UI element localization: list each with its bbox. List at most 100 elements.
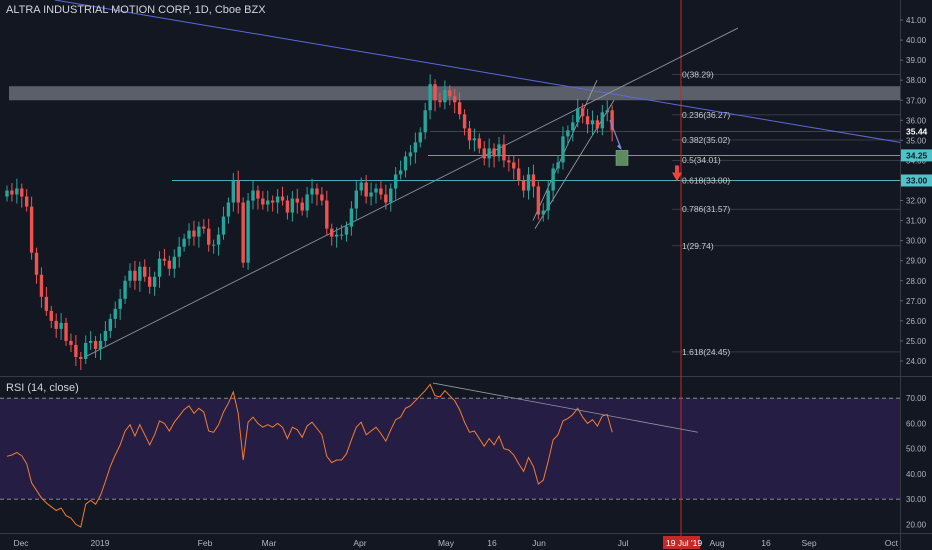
candle xyxy=(334,234,339,237)
candle xyxy=(241,202,245,263)
time-tick-label: Apr xyxy=(353,538,366,548)
candle xyxy=(354,190,359,209)
candle xyxy=(344,226,349,235)
candle xyxy=(541,210,545,215)
candle xyxy=(290,198,295,213)
candle xyxy=(49,310,53,321)
candle xyxy=(157,258,162,277)
time-tick-label: May xyxy=(438,538,455,548)
date-label-box xyxy=(663,536,700,549)
candle xyxy=(5,190,9,197)
rsi-label: RSI (14, close) xyxy=(6,382,79,394)
candle xyxy=(492,148,496,157)
candle xyxy=(398,170,403,175)
candle xyxy=(74,344,78,357)
candle xyxy=(502,144,506,161)
price-tick-label: 25.00 xyxy=(906,337,927,346)
candle xyxy=(448,90,452,97)
candle xyxy=(128,270,132,281)
time-tick-label: Oct xyxy=(885,538,899,548)
candle xyxy=(39,274,44,297)
candle xyxy=(266,200,270,205)
candle xyxy=(103,330,108,341)
price-label: 34.25 xyxy=(906,150,928,160)
candle xyxy=(113,308,117,319)
candle xyxy=(339,234,344,236)
candle xyxy=(546,190,550,211)
candle xyxy=(152,276,157,287)
candle xyxy=(384,194,388,203)
time-tick-label: Mar xyxy=(262,538,277,548)
candle xyxy=(443,90,447,103)
price-tick-label: 29.00 xyxy=(906,257,927,266)
candle xyxy=(418,132,422,143)
price-tick-label: 38.00 xyxy=(906,76,927,85)
candle xyxy=(305,194,309,211)
price-label-box xyxy=(901,149,932,162)
rsi-tick-label: 60.00 xyxy=(906,419,927,428)
candle xyxy=(413,142,418,153)
rsi-tick-label: 20.00 xyxy=(906,520,927,529)
candle xyxy=(24,196,29,207)
candle xyxy=(521,180,526,191)
candle xyxy=(79,356,83,359)
candle xyxy=(516,168,521,181)
candle xyxy=(571,122,575,131)
candle xyxy=(236,180,240,203)
time-tick-label: Jul xyxy=(618,538,629,548)
candle xyxy=(93,340,98,349)
candle xyxy=(453,96,457,103)
candle xyxy=(330,228,334,237)
price-tick-label: 37.00 xyxy=(906,96,927,105)
time-tick-label: Dec xyxy=(13,538,29,548)
candle xyxy=(177,246,181,257)
candle xyxy=(457,102,462,115)
candle xyxy=(275,196,280,203)
candle xyxy=(477,138,482,149)
candle xyxy=(133,270,137,281)
candle xyxy=(512,162,516,169)
candle xyxy=(295,198,299,203)
candle xyxy=(487,148,491,159)
candle xyxy=(610,110,614,131)
candle xyxy=(605,110,609,113)
candle xyxy=(246,200,250,263)
rsi-tick-label: 30.00 xyxy=(906,495,927,504)
time-tick-label: Jun xyxy=(532,538,546,548)
candle xyxy=(600,112,605,129)
candles xyxy=(5,74,614,370)
candle xyxy=(59,322,63,329)
candle xyxy=(10,190,14,195)
descending-trendline xyxy=(54,0,901,143)
candle xyxy=(497,144,501,157)
candle xyxy=(482,148,486,159)
candle xyxy=(507,160,511,163)
rsi-band xyxy=(0,398,900,500)
rsi-tick-label: 40.00 xyxy=(906,470,927,479)
candle xyxy=(207,228,211,245)
projection-arrow xyxy=(609,120,622,149)
candle xyxy=(408,152,413,157)
candle xyxy=(561,136,565,163)
candle xyxy=(551,168,555,191)
candle xyxy=(374,188,378,193)
candle xyxy=(462,114,467,129)
candle xyxy=(590,120,595,125)
candle xyxy=(433,84,437,101)
candle xyxy=(98,340,103,349)
fib-label: 0.382(35.02) xyxy=(682,135,730,145)
candle xyxy=(221,216,226,235)
candle xyxy=(226,202,231,217)
fib-label: 0(38.29) xyxy=(682,69,714,79)
fib-label: 0.5(34.01) xyxy=(682,155,721,165)
target-box xyxy=(615,150,629,166)
candle xyxy=(64,322,68,341)
price-tick-label: 28.00 xyxy=(906,277,927,286)
candle xyxy=(231,180,236,203)
price-tick-label: 30.00 xyxy=(906,237,927,246)
candle xyxy=(403,156,408,171)
candle xyxy=(320,194,324,201)
rsi-line xyxy=(6,383,613,528)
fib-label: 1(29.74) xyxy=(682,241,714,251)
